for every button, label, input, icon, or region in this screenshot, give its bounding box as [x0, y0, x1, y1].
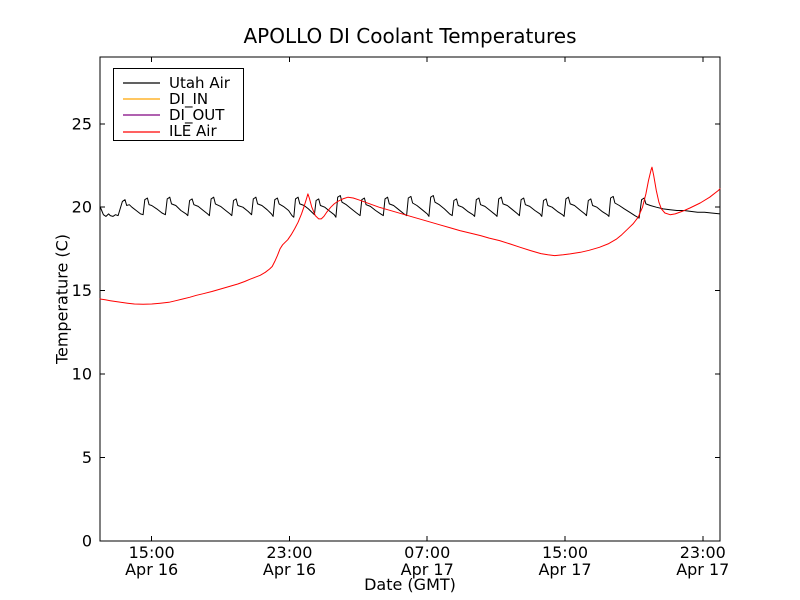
y-tick-label: 10 [72, 365, 92, 384]
y-tick-label: 20 [72, 198, 92, 217]
y-tick-label: 0 [82, 532, 92, 551]
legend-item: DI_IN [123, 91, 243, 107]
legend: Utah Air DI_IN DI_OUT ILE Air [113, 68, 244, 141]
legend-line-swatch [123, 130, 160, 133]
chart-title: APOLLO DI Coolant Temperatures [243, 24, 577, 48]
legend-label: ILE Air [169, 122, 217, 141]
y-tick-label: 25 [72, 114, 92, 133]
legend-line-swatch [123, 114, 160, 117]
series-line-ile-air [99, 166, 721, 305]
legend-label: DI_OUT [169, 105, 225, 124]
legend-label: DI_IN [169, 89, 209, 108]
x-tick-label-time: 23:00 [680, 543, 726, 562]
legend-item: Utah Air [123, 75, 243, 91]
x-tick-label-date: Apr 17 [676, 560, 729, 579]
series-line-utah-air [99, 195, 721, 219]
legend-line-swatch [123, 98, 160, 101]
x-tick-label-date: Apr 16 [125, 560, 178, 579]
x-axis-label: Date (GMT) [364, 575, 456, 594]
x-tick-label-time: 15:00 [129, 543, 175, 562]
y-tick-label: 15 [72, 281, 92, 300]
x-tick-label-date: Apr 17 [401, 560, 454, 579]
legend-item: DI_OUT [123, 107, 243, 123]
legend-line-swatch [123, 82, 160, 85]
x-tick-label-time: 07:00 [404, 543, 450, 562]
x-tick-label-time: 23:00 [266, 543, 312, 562]
x-tick-label-time: 15:00 [542, 543, 588, 562]
legend-label: Utah Air [169, 73, 230, 92]
legend-item: ILE Air [123, 124, 243, 140]
x-tick-label-date: Apr 16 [263, 560, 316, 579]
y-tick-label: 5 [82, 448, 92, 467]
x-tick-label-date: Apr 17 [538, 560, 591, 579]
